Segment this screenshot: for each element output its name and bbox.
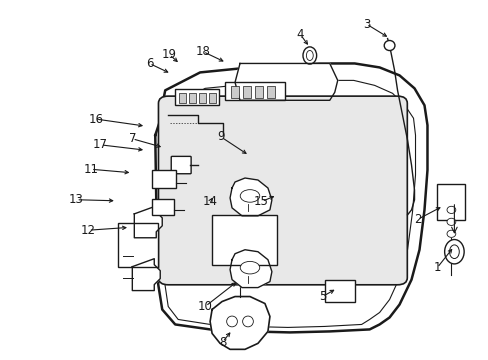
Text: 16: 16	[88, 113, 103, 126]
Text: 9: 9	[217, 130, 224, 144]
FancyBboxPatch shape	[158, 96, 407, 285]
Text: 5: 5	[318, 290, 325, 303]
FancyBboxPatch shape	[152, 170, 176, 188]
Text: 18: 18	[195, 45, 210, 58]
FancyBboxPatch shape	[152, 199, 174, 215]
FancyBboxPatch shape	[224, 82, 285, 100]
Ellipse shape	[226, 316, 237, 327]
Ellipse shape	[240, 261, 259, 274]
Polygon shape	[229, 178, 271, 216]
FancyBboxPatch shape	[209, 93, 216, 103]
Text: 10: 10	[198, 300, 212, 313]
FancyBboxPatch shape	[179, 93, 186, 103]
Ellipse shape	[240, 190, 259, 202]
Text: 14: 14	[203, 195, 218, 208]
Text: 1: 1	[432, 261, 440, 274]
FancyBboxPatch shape	[189, 93, 196, 103]
Text: 13: 13	[69, 193, 83, 206]
Text: 8: 8	[219, 336, 226, 348]
Ellipse shape	[384, 41, 394, 50]
Text: 6: 6	[145, 57, 153, 70]
FancyBboxPatch shape	[266, 86, 274, 98]
Polygon shape	[132, 259, 160, 291]
Ellipse shape	[444, 239, 463, 264]
FancyBboxPatch shape	[199, 93, 205, 103]
Ellipse shape	[446, 206, 455, 213]
FancyBboxPatch shape	[175, 89, 219, 105]
FancyBboxPatch shape	[230, 86, 239, 98]
Text: 11: 11	[83, 163, 98, 176]
Polygon shape	[155, 63, 427, 332]
Text: 2: 2	[413, 213, 421, 226]
Text: 7: 7	[128, 132, 136, 145]
Text: 3: 3	[362, 18, 369, 31]
FancyBboxPatch shape	[437, 184, 465, 220]
Text: 19: 19	[162, 48, 177, 61]
Polygon shape	[229, 250, 271, 288]
FancyBboxPatch shape	[171, 156, 191, 174]
Text: 15: 15	[254, 195, 268, 208]
Ellipse shape	[242, 316, 253, 327]
Polygon shape	[134, 206, 162, 238]
FancyBboxPatch shape	[243, 86, 250, 98]
Ellipse shape	[446, 230, 455, 237]
FancyBboxPatch shape	[254, 86, 263, 98]
Ellipse shape	[303, 47, 316, 64]
Polygon shape	[210, 297, 269, 349]
FancyBboxPatch shape	[212, 215, 276, 265]
Ellipse shape	[446, 218, 455, 225]
Text: 4: 4	[296, 28, 304, 41]
Text: 12: 12	[81, 224, 96, 237]
Ellipse shape	[448, 245, 458, 258]
Polygon shape	[235, 63, 337, 100]
FancyBboxPatch shape	[324, 280, 354, 302]
Ellipse shape	[306, 50, 313, 60]
Text: 17: 17	[93, 138, 108, 151]
FancyBboxPatch shape	[118, 223, 158, 267]
